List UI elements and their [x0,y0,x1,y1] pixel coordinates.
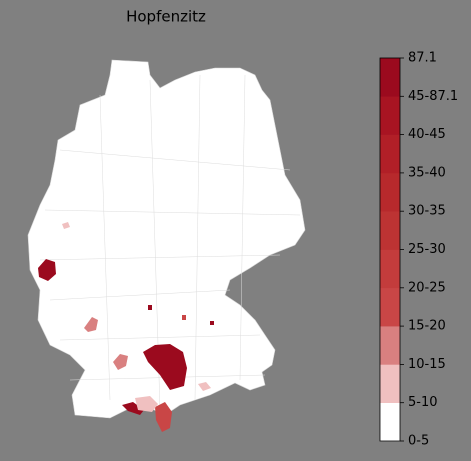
colorbar-label: 0-5 [408,434,429,449]
colorbar-segment [380,364,400,403]
colorbar: 0-5 5-10 10-15 15-20 20-25 25-30 30-35 35-40 40-… [379,51,458,449]
colorbar-segment [380,58,400,97]
region-light [135,396,158,412]
region-dark [38,259,56,281]
colorbar-segment [380,172,400,212]
region-pink [84,317,98,332]
colorbar-label: 45-87.1 [408,89,458,104]
colorbar-segment [380,287,400,327]
region-red [155,402,172,432]
region-pink [113,354,128,370]
region-dark [122,402,144,415]
region-light [62,222,70,229]
colorbar-segment [380,134,400,174]
country-outline [27,59,306,419]
colorbar-segment [380,211,400,250]
colorbar-label: 20-25 [408,280,446,295]
region-dark [148,305,152,310]
colorbar-label: 35-40 [408,165,446,180]
region-dark [143,344,187,390]
map-title: Hopfenzitz [126,8,206,26]
region-red [182,315,186,320]
colorbar-label: 30-35 [408,204,446,219]
colorbar-label: 87.1 [408,51,437,66]
colorbar-label: 5-10 [408,395,438,410]
region-dark [210,321,214,325]
colorbar-label: 10-15 [408,357,446,372]
colorbar-segment [380,249,400,289]
colorbar-segment [380,326,400,365]
colorbar-label: 40-45 [408,127,446,142]
colorbar-segment [380,96,400,135]
colorbar-label: 25-30 [408,242,446,257]
colorbar-label: 15-20 [408,319,446,334]
region-light [198,382,211,391]
germany-map [27,59,306,432]
colorbar-segment [380,402,400,442]
